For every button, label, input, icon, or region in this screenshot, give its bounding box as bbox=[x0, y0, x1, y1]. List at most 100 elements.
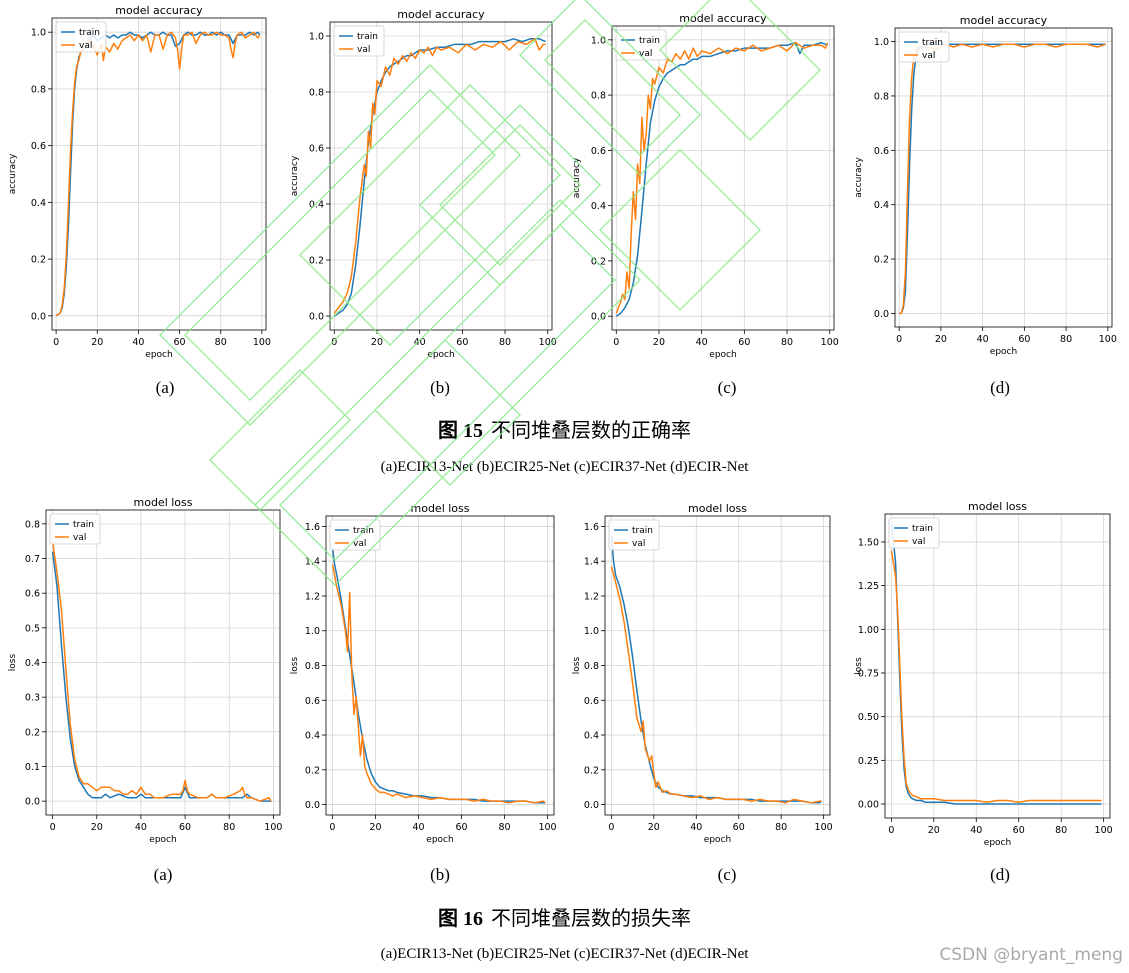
series-line-val bbox=[615, 41, 829, 314]
panel-label-d-bottom: (d) bbox=[990, 865, 1010, 884]
y-tick-label: 0.2 bbox=[874, 255, 889, 266]
loss-chart-d: 0 20 40 60 80 100 0.00 0.25 0.50 0.75 1.00 1.25 1.50… bbox=[854, 500, 1113, 848]
series-line-val bbox=[55, 31, 261, 317]
series-line-val bbox=[331, 564, 546, 804]
x-tick-label: 0 bbox=[329, 822, 335, 833]
x-tick-label: 60 bbox=[733, 822, 745, 833]
y-tick-label: 0.2 bbox=[25, 727, 40, 738]
series-line-train bbox=[51, 551, 272, 802]
plot-frame bbox=[51, 17, 267, 331]
chart-title: model loss bbox=[968, 500, 1027, 513]
x-tick-label: 20 bbox=[935, 334, 947, 345]
y-tick-label: 0.2 bbox=[309, 256, 324, 267]
y-tick-label: 0.8 bbox=[309, 88, 324, 99]
y-tick-label: 0.7 bbox=[25, 554, 40, 565]
chart-title: model loss bbox=[411, 502, 470, 515]
figure-16-subcaption: (a)ECIR13-Net (b)ECIR25-Net (c)ECIR37-Ne… bbox=[380, 946, 749, 962]
x-axis-label: epoch bbox=[149, 835, 176, 845]
panel-label-a-bottom: (a) bbox=[153, 865, 173, 884]
y-tick-label: 0.0 bbox=[305, 800, 320, 811]
chart-title: model loss bbox=[134, 496, 193, 509]
loss-chart-b: 0 20 40 60 80 100 0.0 0.2 0.4 0.6 0.8 1.0 1.2 1.4 1.6 m… bbox=[290, 502, 557, 845]
y-axis-label: loss bbox=[8, 653, 18, 671]
y-tick-label: 0.8 bbox=[584, 661, 599, 672]
x-tick-label: 100 bbox=[253, 337, 271, 348]
y-tick-label: 1.4 bbox=[584, 557, 599, 568]
x-axis-label: epoch bbox=[427, 350, 454, 360]
y-tick-label: 0.8 bbox=[874, 91, 889, 102]
y-tick-label: 0.0 bbox=[874, 309, 889, 320]
panel-label-d-top: (d) bbox=[990, 378, 1010, 397]
y-axis-label: accuracy bbox=[290, 155, 300, 196]
x-axis-label: epoch bbox=[709, 350, 736, 360]
y-tick-label: 0.0 bbox=[309, 312, 324, 323]
x-tick-label: 80 bbox=[499, 337, 511, 348]
x-tick-label: 40 bbox=[970, 825, 982, 836]
legend-label-train: train bbox=[357, 32, 378, 42]
plot-frame bbox=[894, 27, 1113, 328]
y-tick-label: 0.75 bbox=[858, 668, 879, 679]
series-line-val bbox=[890, 550, 1102, 804]
y-tick-label: 0.6 bbox=[874, 146, 889, 157]
x-tick-label: 60 bbox=[1013, 825, 1025, 836]
y-tick-label: 0.4 bbox=[31, 198, 46, 209]
y-tick-label: 0.25 bbox=[858, 756, 879, 767]
y-tick-label: 1.0 bbox=[31, 28, 46, 39]
y-tick-label: 0.2 bbox=[305, 765, 320, 776]
legend-label-val: val bbox=[353, 539, 366, 549]
panel-label-b-bottom: (b) bbox=[430, 865, 450, 884]
series-line-train bbox=[890, 524, 1102, 805]
x-tick-label: 80 bbox=[498, 822, 510, 833]
y-tick-label: 0.0 bbox=[25, 797, 40, 808]
x-tick-label: 20 bbox=[648, 822, 660, 833]
x-axis-label: epoch bbox=[990, 347, 1017, 357]
x-tick-label: 100 bbox=[539, 337, 557, 348]
accuracy-chart-c: 0 20 40 60 80 100 0.0 0.2 0.4 0.6 0.8 1.0 model accu… bbox=[572, 12, 839, 360]
x-tick-label: 60 bbox=[174, 337, 186, 348]
x-tick-label: 20 bbox=[91, 822, 103, 833]
y-tick-label: 0.2 bbox=[584, 765, 599, 776]
accuracy-chart-d: 0 20 40 60 80 100 0.0 0.2 0.4 0.6 0.8 1.0 model accu… bbox=[854, 14, 1117, 357]
y-tick-label: 1.0 bbox=[591, 35, 606, 46]
legend-label-train: train bbox=[73, 520, 94, 530]
x-tick-label: 60 bbox=[455, 822, 467, 833]
x-tick-label: 80 bbox=[223, 822, 235, 833]
x-tick-label: 0 bbox=[896, 334, 902, 345]
legend-label-val: val bbox=[922, 51, 935, 61]
y-tick-label: 1.4 bbox=[305, 557, 320, 568]
legend-label-train: train bbox=[79, 28, 100, 38]
figure-15-title: 不同堆叠层数的正确率 bbox=[491, 420, 691, 442]
x-tick-label: 0 bbox=[331, 337, 337, 348]
figure-15-number: 图 15 bbox=[438, 420, 483, 442]
panel-label-b-top: (b) bbox=[430, 378, 450, 397]
chart-title: model accuracy bbox=[960, 14, 1048, 27]
x-tick-label: 20 bbox=[91, 337, 103, 348]
series-line-val bbox=[610, 566, 822, 804]
y-tick-label: 1.0 bbox=[309, 32, 324, 43]
y-tick-label: 0.8 bbox=[25, 519, 40, 530]
x-tick-label: 80 bbox=[1055, 825, 1067, 836]
series-line-val bbox=[899, 43, 1106, 315]
figure-15-subcaption: (a)ECIR13-Net (b)ECIR25-Net (c)ECIR37-Ne… bbox=[380, 459, 749, 475]
x-axis-label: epoch bbox=[704, 835, 731, 845]
x-tick-label: 40 bbox=[412, 822, 424, 833]
x-tick-label: 80 bbox=[781, 337, 793, 348]
x-tick-label: 100 bbox=[1095, 825, 1113, 836]
y-tick-label: 0.6 bbox=[25, 589, 40, 600]
x-axis-label: epoch bbox=[984, 838, 1011, 848]
y-tick-label: 0.6 bbox=[584, 696, 599, 707]
y-tick-label: 0.8 bbox=[305, 661, 320, 672]
panel-label-c-top: (c) bbox=[717, 378, 737, 397]
x-axis-label: epoch bbox=[145, 350, 172, 360]
y-tick-label: 1.50 bbox=[858, 537, 879, 548]
y-tick-label: 0.1 bbox=[25, 762, 40, 773]
legend-label-val: val bbox=[632, 539, 645, 549]
y-tick-label: 0.3 bbox=[25, 693, 40, 704]
legend-label-val: val bbox=[73, 533, 86, 543]
x-tick-label: 100 bbox=[815, 822, 833, 833]
legend-label-train: train bbox=[353, 526, 374, 536]
x-tick-label: 100 bbox=[1099, 334, 1117, 345]
csdn-watermark: CSDN @bryant_meng bbox=[939, 945, 1123, 965]
x-tick-label: 20 bbox=[369, 822, 381, 833]
chart-title: model accuracy bbox=[679, 12, 767, 25]
